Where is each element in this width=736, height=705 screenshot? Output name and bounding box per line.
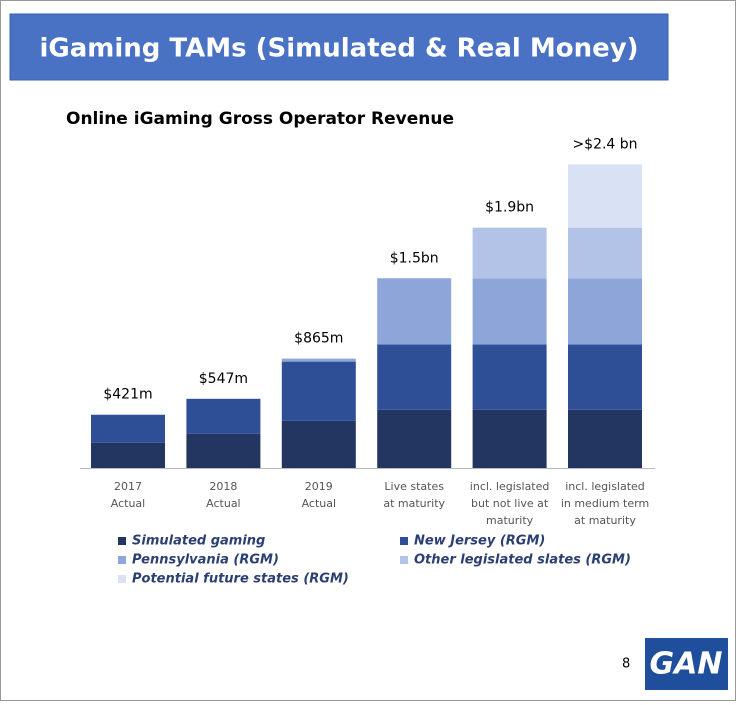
logo: GAN (650, 647, 723, 682)
x-tick-label: but not live at (471, 497, 549, 510)
bar-segment (568, 164, 642, 228)
x-tick-label: Actual (111, 497, 145, 510)
x-tick-label: 2019 (305, 480, 333, 493)
banner (9, 13, 669, 81)
x-tick-label: maturity (486, 514, 534, 527)
total-label: $865m (294, 331, 343, 347)
legend-swatch (400, 537, 408, 545)
total-label: >$2.4 bn (572, 136, 637, 152)
total-label: $421m (103, 387, 152, 403)
x-tick-label: incl. legislated (470, 480, 550, 493)
legend-swatch (118, 537, 126, 545)
bar-segment (377, 344, 452, 410)
legend-label: Potential future states (RGM) (132, 572, 349, 587)
bar-segment (568, 278, 642, 345)
bar-segment (377, 409, 452, 468)
bar-segment (186, 433, 261, 468)
chart: $421m 2017 Actual $547m 2018 Actual $865m 2019 A… (91, 136, 649, 587)
legend-label: Other legislated slates (RGM) (414, 553, 631, 568)
chart-title: Online iGaming Gross Operator Revenue (66, 109, 454, 129)
bar-segment (472, 278, 547, 345)
bar-segment (186, 398, 261, 434)
total-label: $1.9bn (485, 200, 534, 216)
legend-swatch (118, 575, 126, 583)
bar-segment (91, 414, 165, 443)
banner-title: iGaming TAMs (Simulated & Real Money) (39, 34, 638, 64)
total-label: $1.5bn (390, 250, 439, 266)
bar-segment (377, 278, 452, 345)
bar-segment (472, 409, 547, 468)
page-number: 8 (622, 657, 630, 672)
x-tick-label: at maturity (574, 514, 636, 527)
bar-segment (472, 344, 547, 410)
total-label: $547m (199, 371, 248, 387)
bar-segment (281, 361, 356, 421)
x-tick-label: Actual (302, 497, 336, 510)
legend-swatch (118, 556, 126, 564)
bar-segment (91, 442, 165, 468)
x-tick-label: 2017 (114, 480, 142, 493)
x-tick-label: incl. legislated (565, 480, 645, 493)
legend-swatch (400, 556, 408, 564)
x-tick-label: at maturity (383, 497, 445, 510)
x-tick-label: Live states (384, 480, 444, 493)
bar-segment (472, 227, 547, 279)
legend-label: New Jersey (RGM) (414, 534, 545, 549)
x-tick-label: in medium term (561, 497, 649, 510)
x-tick-label: 2018 (209, 480, 237, 493)
x-tick-label: Actual (206, 497, 240, 510)
bar-segment (281, 358, 356, 362)
legend-label: Simulated gaming (132, 534, 265, 549)
bar-segment (568, 227, 642, 279)
bar-segment (281, 420, 356, 468)
logo-box (645, 638, 728, 690)
bar-segment (568, 344, 642, 410)
legend-label: Pennsylvania (RGM) (132, 553, 279, 568)
bar-segment (568, 409, 642, 468)
